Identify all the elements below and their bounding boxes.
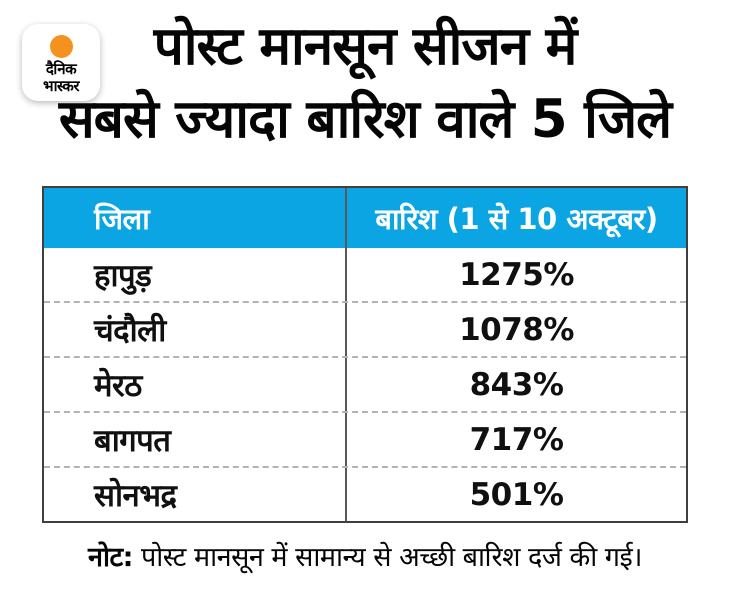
table-row: बागपत 717%: [44, 411, 686, 466]
rainfall-value: 1275%: [345, 248, 686, 301]
district-name: हापुड़: [94, 257, 152, 294]
table-row: मेरठ 843%: [44, 356, 686, 411]
district-name: चंदौली: [94, 312, 166, 349]
footnote-label: नोट:: [87, 542, 133, 573]
rainfall-value: 717%: [345, 413, 686, 466]
footnote: नोट: पोस्ट मानसून में सामान्य से अच्छी ब…: [0, 537, 730, 574]
logo-line1: दैनिक: [45, 59, 77, 78]
logo-line2: भास्कर: [43, 76, 79, 95]
rainfall-value: 1078%: [345, 303, 686, 356]
table-header-row: जिला बारिश (1 से 10 अक्टूबर): [44, 188, 686, 248]
rainfall-value: 501%: [345, 468, 686, 521]
logo-sun-icon: [49, 34, 73, 58]
logo-text: दैनिक भास्कर: [43, 59, 79, 95]
footnote-text: पोस्ट मानसून में सामान्य से अच्छी बारिश …: [132, 542, 643, 573]
column-header-district: जिला: [94, 201, 150, 236]
rainfall-value: 843%: [345, 358, 686, 411]
title-line1: पोस्ट मानसून सीजन में: [153, 16, 578, 77]
title-line2: सबसे ज्यादा बारिश वाले 5 जिले: [58, 89, 672, 150]
district-name: मेरठ: [94, 367, 142, 404]
table-row: चंदौली 1078%: [44, 301, 686, 356]
column-header-rainfall: बारिश (1 से 10 अक्टूबर): [345, 188, 686, 248]
page-title: पोस्ट मानसून सीजन में सबसे ज्यादा बारिश …: [0, 10, 730, 156]
dainik-bhaskar-logo: दैनिक भास्कर: [22, 24, 100, 101]
district-name: बागपत: [94, 422, 171, 459]
district-name: सोनभद्र: [94, 477, 177, 514]
table-row: सोनभद्र 501%: [44, 466, 686, 521]
table-row: हापुड़ 1275%: [44, 248, 686, 301]
rainfall-table: जिला बारिश (1 से 10 अक्टूबर) हापुड़ 1275…: [42, 186, 688, 523]
